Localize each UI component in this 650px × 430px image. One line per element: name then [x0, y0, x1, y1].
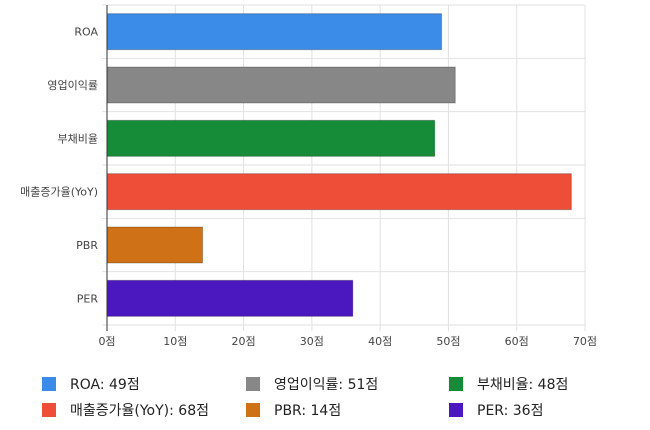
bar[interactable]	[106, 279, 354, 317]
y-tick-label: 매출증가율(YoY)	[20, 186, 98, 199]
bar[interactable]	[106, 226, 204, 264]
x-tick-label: 30점	[300, 335, 324, 348]
bar[interactable]	[106, 13, 443, 51]
y-tick-label: 부채비율	[58, 132, 98, 145]
bar[interactable]	[106, 66, 456, 104]
bar[interactable]	[106, 119, 436, 157]
y-tick-label: 영업이익률	[47, 79, 98, 92]
x-tick-label: 40점	[368, 335, 392, 348]
x-tick-label: 10점	[163, 335, 187, 348]
y-tick-label: ROA	[74, 26, 98, 39]
x-tick-label: 50점	[436, 335, 460, 348]
x-tick-label: 60점	[505, 335, 529, 348]
x-tick-label: 70점	[573, 335, 597, 348]
y-tick-label: PBR	[76, 239, 98, 252]
x-tick-label: 0점	[98, 335, 115, 348]
axes: 0점 10점 20점 30점 40점 50점 60점 70점 ROA 영업이익률부채비율매출증가율…	[20, 5, 597, 348]
y-tick-label: PER	[77, 292, 99, 305]
grid-lines	[102, 4, 586, 331]
bar[interactable]	[106, 173, 572, 211]
x-tick-label: 20점	[232, 335, 256, 348]
